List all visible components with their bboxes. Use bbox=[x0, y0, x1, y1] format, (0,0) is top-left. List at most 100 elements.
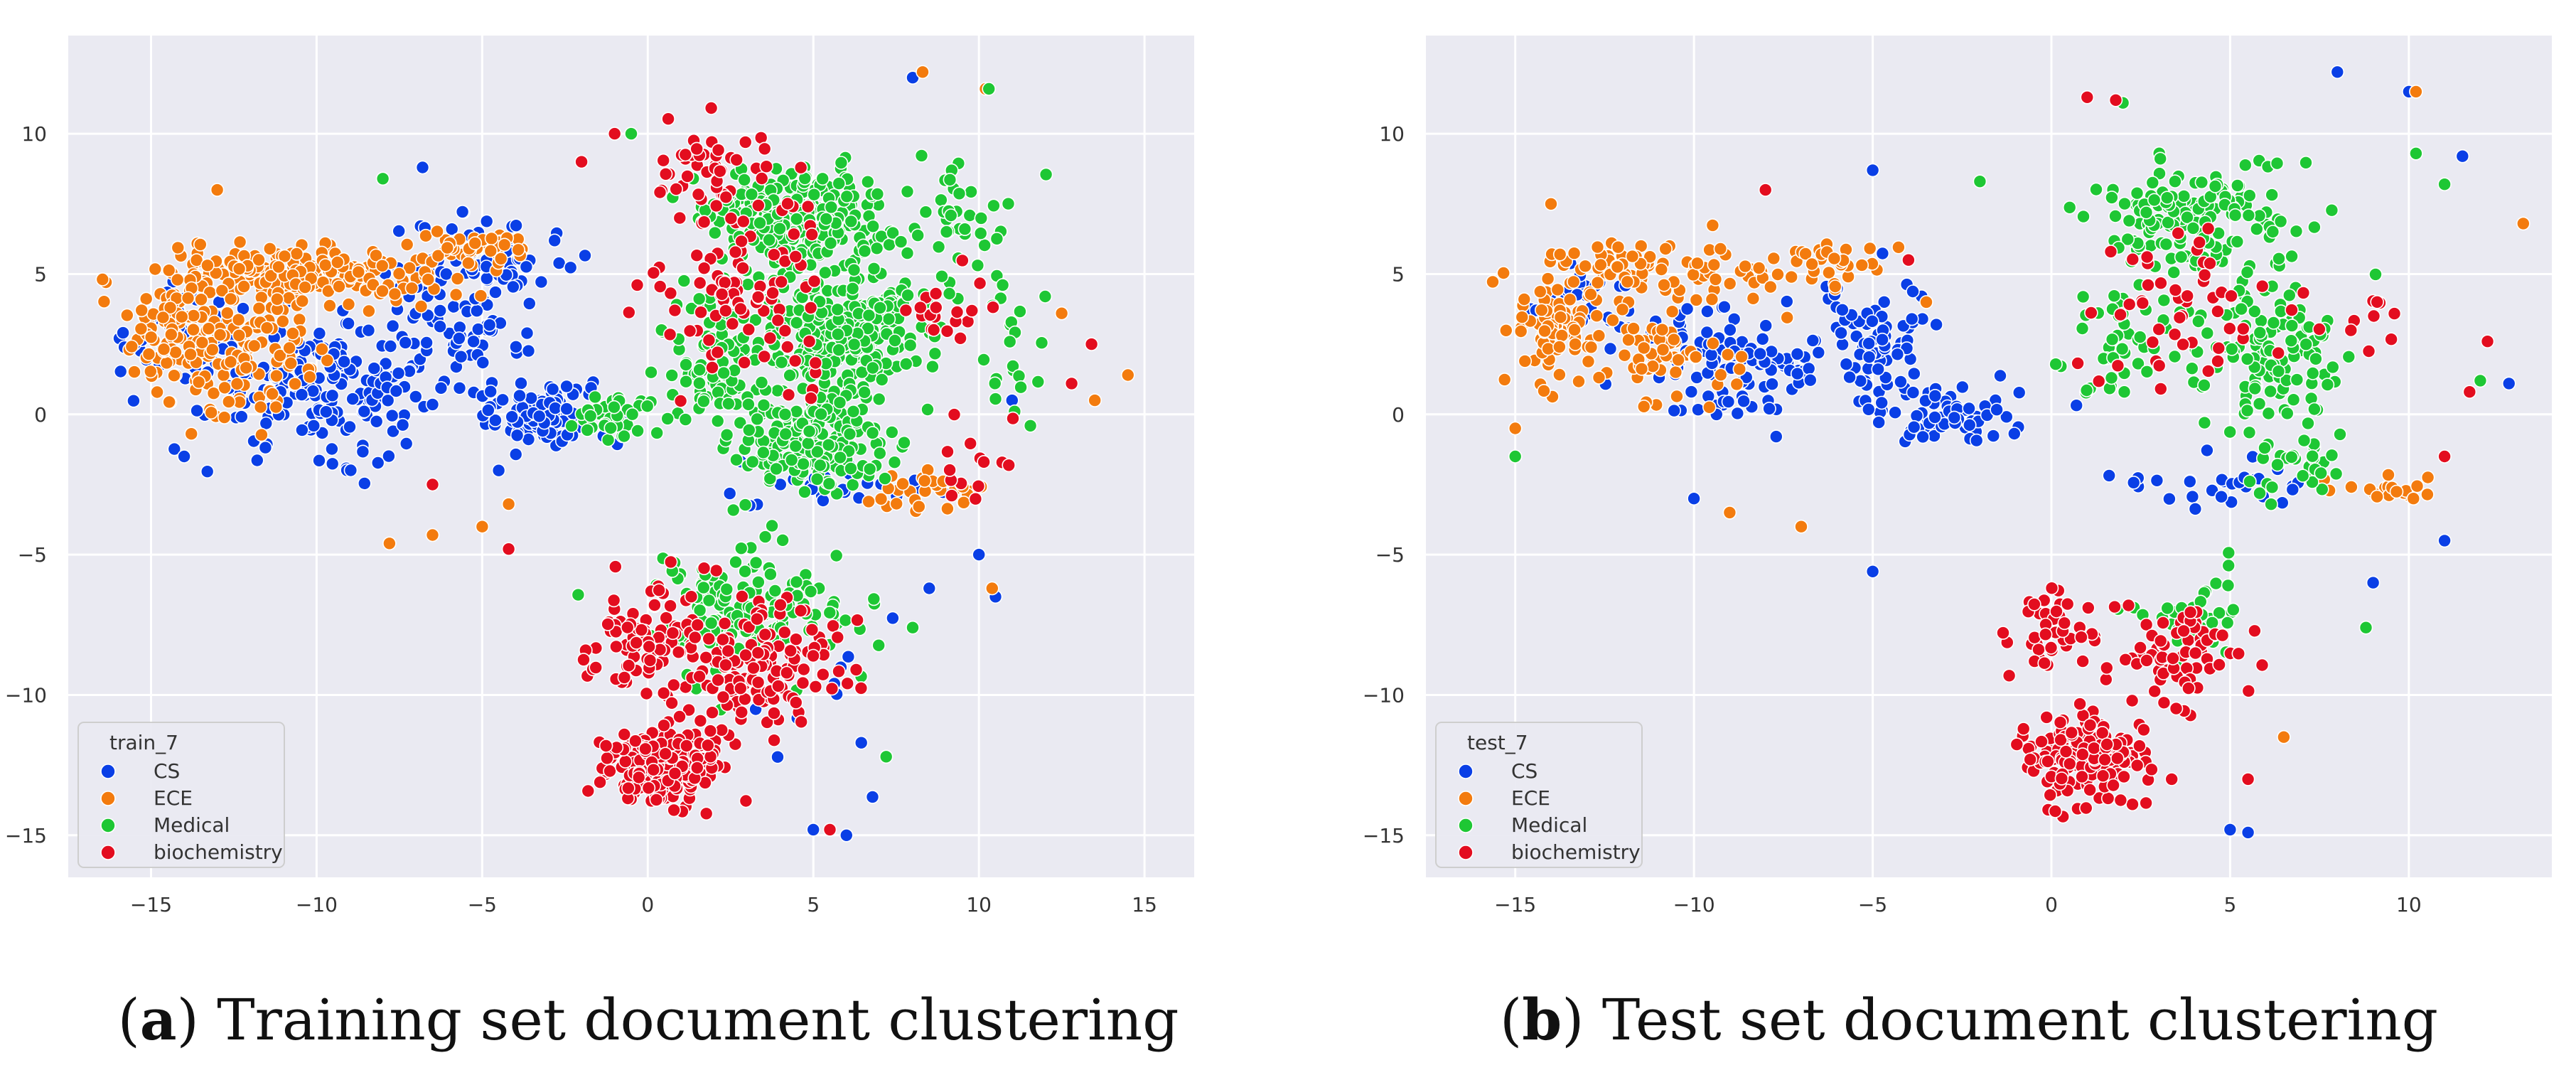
point-medical bbox=[768, 584, 783, 598]
point-medical bbox=[2307, 220, 2322, 235]
point-cs bbox=[419, 336, 434, 350]
point-medical bbox=[751, 574, 766, 589]
point-biochemistry bbox=[2255, 279, 2270, 294]
point-cs bbox=[444, 222, 459, 237]
point-medical bbox=[2238, 158, 2253, 172]
panel-a-training: −15 −10 −5 0 5 10 15 −15 −10 −5 0 5 10 train_7 CS ECE Me… bbox=[5, 36, 1194, 1053]
point-biochemistry bbox=[2137, 722, 2151, 737]
point-medical bbox=[2285, 450, 2299, 464]
point-biochemistry bbox=[2110, 751, 2125, 766]
point-biochemistry bbox=[646, 265, 661, 280]
point-biochemistry bbox=[803, 301, 818, 315]
point-biochemistry bbox=[972, 276, 987, 291]
point-cs bbox=[816, 493, 830, 508]
point-medical bbox=[973, 226, 988, 241]
point-medical bbox=[887, 455, 902, 470]
point-medical bbox=[2191, 314, 2206, 328]
point-medical bbox=[931, 240, 946, 255]
legend-label-ece: ECE bbox=[1511, 786, 1550, 810]
point-cs bbox=[395, 417, 410, 432]
point-biochemistry bbox=[2037, 656, 2051, 670]
point-cs bbox=[476, 355, 490, 370]
y-tick-label: −15 bbox=[1363, 824, 1405, 847]
point-medical bbox=[871, 392, 886, 407]
point-ece bbox=[1686, 267, 1700, 282]
point-ece bbox=[1581, 354, 1596, 369]
point-biochemistry bbox=[672, 210, 687, 225]
point-cs bbox=[1780, 294, 1794, 309]
point-biochemistry bbox=[797, 662, 811, 677]
point-biochemistry bbox=[2169, 701, 2184, 716]
point-ece bbox=[277, 249, 292, 264]
legend-marker-cs bbox=[1458, 764, 1474, 779]
caption-close-paren: ) bbox=[177, 987, 199, 1053]
point-medical bbox=[964, 184, 978, 199]
point-cs bbox=[1865, 314, 1879, 328]
point-medical bbox=[601, 432, 616, 447]
point-cs bbox=[341, 316, 355, 331]
point-medical bbox=[1002, 334, 1017, 349]
point-ece bbox=[1626, 321, 1641, 336]
point-ece bbox=[1592, 328, 1606, 343]
point-ece bbox=[186, 309, 201, 323]
point-ece bbox=[220, 306, 235, 321]
point-cs bbox=[514, 376, 528, 390]
point-ece bbox=[1670, 389, 1684, 404]
point-biochemistry bbox=[617, 670, 632, 685]
point-cs bbox=[922, 581, 937, 596]
point-ece bbox=[511, 242, 526, 257]
point-biochemistry bbox=[2106, 778, 2120, 793]
point-medical bbox=[2289, 224, 2304, 239]
point-biochemistry bbox=[945, 488, 959, 503]
point-ece bbox=[170, 272, 185, 287]
point-medical bbox=[2120, 232, 2135, 247]
point-medical bbox=[753, 215, 767, 230]
point-medical bbox=[2231, 178, 2245, 193]
point-ece bbox=[1567, 246, 1582, 261]
point-cs bbox=[1680, 301, 1695, 316]
point-ece bbox=[1636, 399, 1651, 414]
point-biochemistry bbox=[718, 304, 733, 318]
point-medical bbox=[839, 189, 854, 204]
point-biochemistry bbox=[2002, 668, 2017, 683]
point-ece bbox=[1919, 295, 1933, 309]
point-medical bbox=[758, 530, 773, 544]
point-medical bbox=[710, 414, 725, 429]
point-ece bbox=[124, 339, 139, 354]
point-medical bbox=[2290, 373, 2304, 387]
point-cs bbox=[249, 453, 264, 468]
point-biochemistry bbox=[691, 187, 706, 202]
point-medical bbox=[733, 415, 748, 430]
point-ece bbox=[289, 247, 304, 261]
point-medical bbox=[2212, 606, 2226, 620]
point-medical bbox=[665, 368, 680, 383]
point-medical bbox=[2062, 200, 2077, 215]
point-cs bbox=[578, 248, 592, 263]
point-biochemistry bbox=[679, 739, 694, 753]
point-cs bbox=[343, 419, 357, 434]
point-medical bbox=[1508, 449, 1523, 464]
legend-label-medical: Medical bbox=[154, 813, 230, 837]
point-medical bbox=[2147, 193, 2162, 208]
legend-marker-cs bbox=[100, 764, 116, 779]
point-biochemistry bbox=[621, 781, 635, 796]
point-biochemistry bbox=[830, 630, 845, 645]
point-medical bbox=[2221, 558, 2236, 573]
point-ece bbox=[1671, 353, 1685, 368]
point-ece bbox=[1578, 259, 1592, 274]
point-ece bbox=[318, 258, 333, 272]
point-biochemistry bbox=[2098, 752, 2112, 767]
point-ece bbox=[1497, 373, 1512, 387]
point-medical bbox=[564, 419, 579, 433]
point-biochemistry bbox=[634, 623, 649, 637]
legend-label-biochemistry: biochemistry bbox=[154, 840, 283, 864]
point-ece bbox=[2389, 484, 2404, 499]
legend-frame bbox=[1435, 722, 1643, 868]
point-medical bbox=[832, 176, 846, 191]
point-medical bbox=[778, 407, 793, 422]
point-medical bbox=[814, 407, 828, 422]
x-tick-label: −15 bbox=[1494, 893, 1536, 916]
point-biochemistry bbox=[832, 664, 846, 679]
point-biochemistry bbox=[2164, 772, 2179, 786]
point-medical bbox=[783, 368, 797, 383]
